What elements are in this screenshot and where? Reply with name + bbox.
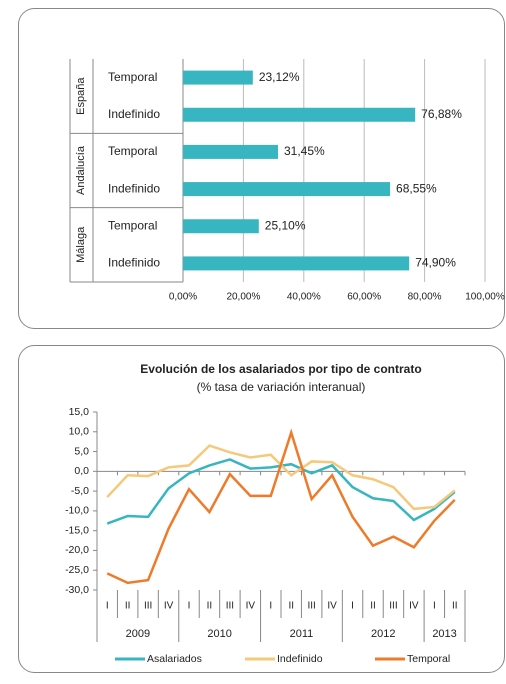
y-tick-label: 5,0: [74, 445, 89, 457]
panel: [18, 345, 505, 673]
group-label: 2011: [290, 628, 314, 640]
category-label: Indefinido: [108, 107, 160, 121]
x-tick-label: I: [351, 601, 354, 612]
x-tick-label: II: [370, 601, 376, 612]
y-tick-label: -30,0: [65, 584, 89, 596]
x-tick-label: 20,00%: [226, 292, 260, 303]
y-tick-label: -5,0: [71, 485, 89, 497]
x-tick-label: II: [125, 601, 131, 612]
x-tick-label: III: [307, 601, 315, 612]
y-tick-label: 0,0: [74, 465, 89, 477]
line: [106, 428, 456, 585]
x-tick-label: 60,00%: [347, 292, 381, 303]
y-tick-label: -10,0: [65, 505, 89, 517]
value-label: 23,12%: [259, 70, 300, 84]
bar: [183, 70, 253, 85]
chart-title: Evolución de los asalariados por tipo de…: [140, 362, 421, 376]
x-tick-label: III: [389, 601, 397, 612]
x-tick-label: 80,00%: [408, 292, 442, 303]
y-tick-label: -20,0: [65, 544, 89, 556]
legend-label: Asalariados: [147, 653, 202, 665]
category-label: Temporal: [108, 70, 157, 84]
category-label: Indefinido: [108, 181, 160, 195]
x-tick-label: 100,00%: [465, 292, 505, 303]
value-label: 68,55%: [396, 181, 437, 195]
group-label: Málaga: [75, 226, 87, 263]
panel: [18, 8, 505, 329]
category-label: Temporal: [108, 144, 157, 158]
y-tick-label: -15,0: [65, 524, 89, 536]
x-tick-label: II: [452, 601, 458, 612]
group-label: 2010: [207, 628, 231, 640]
group-label: 2009: [126, 628, 150, 640]
line: [106, 458, 456, 525]
value-label: 31,45%: [284, 144, 325, 158]
x-tick-label: IV: [164, 601, 174, 612]
y-tick-label: -25,0: [65, 564, 89, 576]
x-tick-label: IV: [246, 601, 256, 612]
legend-label: Temporal: [407, 653, 450, 665]
bar: [183, 182, 391, 197]
y-tick-label: 15,0: [69, 406, 90, 418]
chart-subtitle: (% tasa de variación interanual): [197, 380, 366, 394]
x-tick-label: I: [433, 601, 436, 612]
x-tick-label: 40,00%: [287, 292, 321, 303]
x-tick-label: IV: [327, 601, 337, 612]
value-label: 76,88%: [421, 107, 462, 121]
group-label: España: [75, 77, 87, 115]
x-tick-label: IV: [409, 601, 419, 612]
x-tick-label: I: [188, 601, 191, 612]
bar: [183, 107, 416, 122]
legend-label: Indefinido: [277, 653, 323, 665]
x-tick-label: II: [207, 601, 213, 612]
x-tick-label: II: [288, 601, 294, 612]
x-tick-label: 0,00%: [169, 292, 197, 303]
category-label: Temporal: [108, 218, 157, 232]
bar: [183, 256, 410, 271]
group-label: 2013: [432, 628, 456, 640]
y-tick-label: 10,0: [69, 426, 90, 438]
x-tick-label: I: [269, 601, 272, 612]
group-label: 2012: [371, 628, 395, 640]
group-label: Andalucía: [75, 145, 87, 195]
bar: [183, 219, 259, 234]
x-tick-label: III: [226, 601, 234, 612]
x-tick-label: III: [144, 601, 152, 612]
value-label: 25,10%: [265, 218, 306, 232]
category-label: Indefinido: [108, 256, 160, 270]
value-label: 74,90%: [415, 256, 456, 270]
x-tick-label: I: [106, 601, 109, 612]
bar: [183, 144, 278, 159]
